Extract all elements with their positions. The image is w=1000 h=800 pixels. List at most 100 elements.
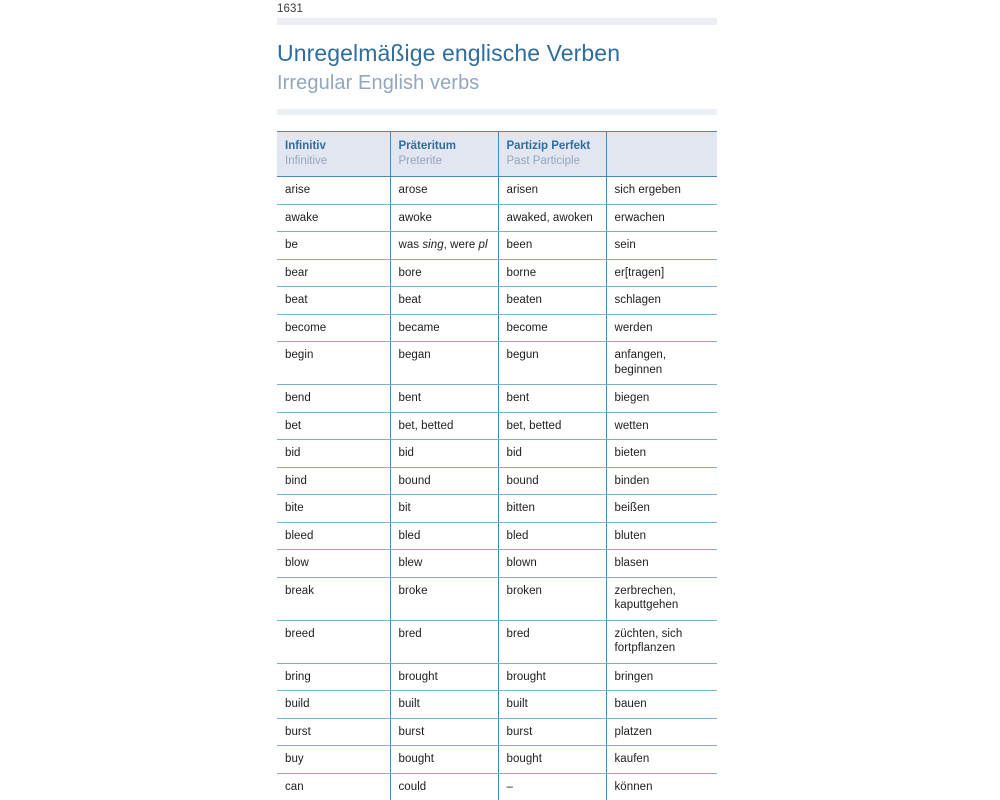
cell-past-participle: bound [498, 467, 607, 495]
table-body: arise arose arisen sich ergeben awake awoke aw… [277, 176, 717, 800]
table-row: awake awoke awaked, awoken erwachen [277, 204, 717, 232]
cell-preterite: could [390, 773, 499, 800]
cell-past-participle: blown [498, 549, 607, 578]
column-header-infinitive: Infinitiv Infinitive [277, 131, 391, 177]
cell-past-participle: begun [498, 341, 607, 385]
cell-german-meaning: schlagen [606, 286, 717, 315]
column-header-preterite: Präteritum Preterite [390, 131, 499, 177]
column-header-label-en: Past Participle [506, 155, 581, 167]
table-row: bid bid bid bieten [277, 439, 717, 468]
cell-preterite: awoke [390, 204, 499, 232]
cell-german-meaning: beißen [606, 494, 717, 523]
cell-german-meaning: kaufen [606, 745, 717, 774]
cell-past-participle: been [498, 231, 607, 260]
cell-infinitive: bring [277, 663, 391, 691]
cell-german-meaning: sein [606, 231, 717, 260]
column-header-label-en: Infinitive [285, 155, 328, 167]
cell-german-meaning: platzen [606, 718, 717, 746]
cell-infinitive: buy [277, 745, 391, 774]
cell-preterite: bid [390, 439, 499, 468]
cell-infinitive: begin [277, 341, 391, 385]
cell-preterite: began [390, 341, 499, 385]
cell-past-participle: bitten [498, 494, 607, 523]
table-row: bear bore borne er[tragen] [277, 259, 717, 287]
cell-past-participle: beaten [498, 286, 607, 315]
table-row: begin began begun anfangen, beginnen [277, 341, 717, 385]
cell-german-meaning: binden [606, 467, 717, 495]
table-row: blow blew blown blasen [277, 549, 717, 578]
cell-preterite: bent [390, 384, 499, 413]
cell-german-meaning: anfangen, beginnen [606, 341, 717, 385]
column-header-german-meaning [606, 131, 717, 177]
cell-german-meaning: wetten [606, 412, 717, 440]
cell-preterite: burst [390, 718, 499, 746]
cell-past-participle: bent [498, 384, 607, 413]
cell-infinitive: bid [277, 439, 391, 468]
cell-past-participle: bought [498, 745, 607, 774]
cell-preterite: bound [390, 467, 499, 495]
column-header-label-de: Partizip Perfekt [506, 140, 591, 152]
cell-preterite: bought [390, 745, 499, 774]
cell-past-participle: built [498, 690, 607, 719]
cell-german-meaning: biegen [606, 384, 717, 413]
table-row: can could – können [277, 773, 717, 800]
cell-infinitive: breed [277, 620, 391, 664]
table-row: burst burst burst platzen [277, 718, 717, 746]
cell-infinitive: bleed [277, 522, 391, 550]
cell-german-meaning: zerbrechen, kaputtgehen [606, 577, 717, 621]
column-header-label-de: Infinitiv [285, 140, 326, 152]
cell-infinitive: build [277, 690, 391, 719]
cell-past-participle: borne [498, 259, 607, 287]
cell-past-participle: bred [498, 620, 607, 664]
cell-past-participle: brought [498, 663, 607, 691]
cell-german-meaning: bringen [606, 663, 717, 691]
cell-infinitive: awake [277, 204, 391, 232]
table-row: be was sing, were pl been sein [277, 231, 717, 260]
cell-german-meaning: bieten [606, 439, 717, 468]
irregular-verbs-table: Infinitiv Infinitive Präteritum Preterit… [277, 131, 717, 800]
cell-infinitive: beat [277, 286, 391, 315]
cell-preterite: bred [390, 620, 499, 664]
table-row: arise arose arisen sich ergeben [277, 176, 717, 205]
table-row: bite bit bitten beißen [277, 494, 717, 523]
cell-infinitive: become [277, 314, 391, 342]
cell-german-meaning: bauen [606, 690, 717, 719]
cell-past-participle: bid [498, 439, 607, 468]
table-row: breed bred bred züchten, sich fortpflanzen [277, 620, 717, 664]
table-row: buy bought bought kaufen [277, 745, 717, 774]
cell-past-participle: awaked, awoken [498, 204, 607, 232]
cell-preterite: built [390, 690, 499, 719]
cell-past-participle: broken [498, 577, 607, 621]
table-row: become became become werden [277, 314, 717, 342]
table-row: bring brought brought bringen [277, 663, 717, 691]
page-number: 1631 [277, 3, 303, 15]
cell-german-meaning: bluten [606, 522, 717, 550]
table-row: bleed bled bled bluten [277, 522, 717, 550]
cell-preterite: broke [390, 577, 499, 621]
title-block: Unregelmäßige englische Verben Irregular… [277, 25, 717, 97]
cell-infinitive: arise [277, 176, 391, 205]
cell-infinitive: be [277, 231, 391, 260]
table-row: break broke broken zerbrechen, kaputtgehen [277, 577, 717, 621]
cell-preterite: arose [390, 176, 499, 205]
cell-german-meaning: er[tragen] [606, 259, 717, 287]
cell-german-meaning: sich ergeben [606, 176, 717, 205]
header-rule-bottom [277, 109, 717, 115]
cell-infinitive: can [277, 773, 391, 800]
cell-preterite: bled [390, 522, 499, 550]
cell-preterite: blew [390, 549, 499, 578]
cell-preterite: beat [390, 286, 499, 315]
cell-infinitive: burst [277, 718, 391, 746]
cell-german-meaning: werden [606, 314, 717, 342]
cell-infinitive: bend [277, 384, 391, 413]
cell-infinitive: bet [277, 412, 391, 440]
cell-past-participle: bled [498, 522, 607, 550]
cell-preterite: became [390, 314, 499, 342]
cell-preterite: bore [390, 259, 499, 287]
cell-german-meaning: können [606, 773, 717, 800]
cell-german-meaning: züchten, sich fortpflanzen [606, 620, 717, 664]
cell-past-participle: become [498, 314, 607, 342]
cell-preterite: was sing, were pl [390, 231, 499, 260]
cell-german-meaning: erwachen [606, 204, 717, 232]
